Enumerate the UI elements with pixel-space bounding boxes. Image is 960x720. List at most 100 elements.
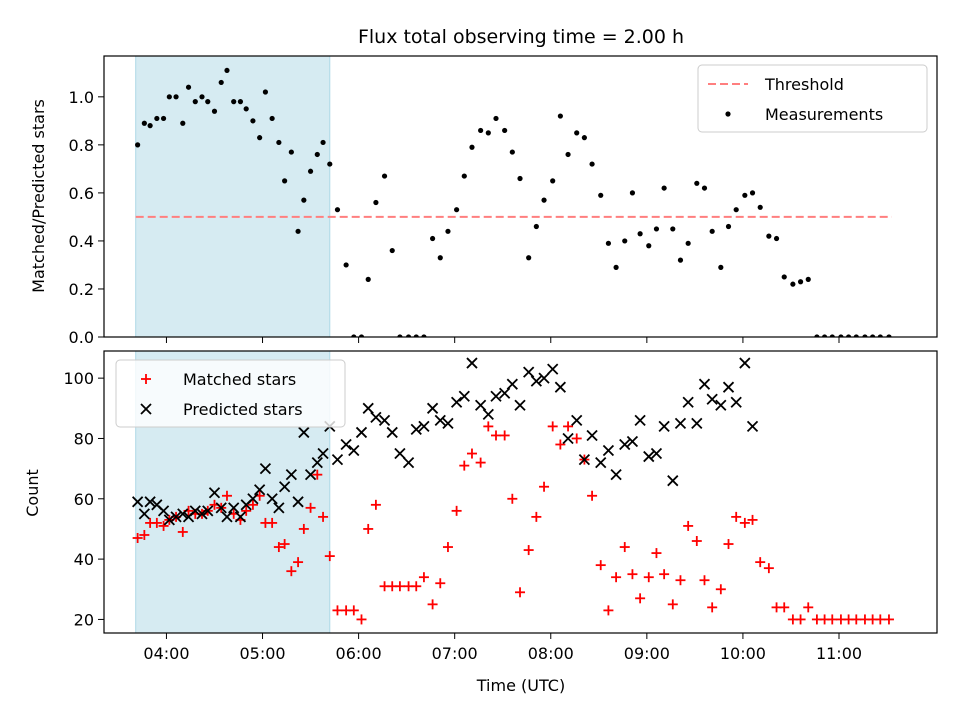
predicted-star-point-b xyxy=(530,375,542,387)
matched-star-point xyxy=(691,536,702,547)
matched-star-point xyxy=(286,566,297,577)
measurement-point xyxy=(358,334,365,337)
matched-star-point xyxy=(411,581,422,592)
measurement-point xyxy=(694,180,700,186)
measurement-point xyxy=(307,168,314,174)
predicted-star-point xyxy=(554,381,567,393)
predicted-star-point xyxy=(610,469,622,481)
measurement-point xyxy=(237,99,244,105)
predicted-star-point-b xyxy=(304,469,317,481)
predicted-star-point-b xyxy=(586,429,598,442)
predicted-star-point-b xyxy=(266,493,278,505)
predicted-star-point xyxy=(674,417,687,430)
x-tick-label: 06:00 xyxy=(336,644,382,663)
predicted-star-point xyxy=(131,496,144,508)
bottom-y-tick-label: 40 xyxy=(74,550,94,569)
measurement-point xyxy=(160,115,167,122)
predicted-star-point-b xyxy=(490,390,502,402)
predicted-star-point-b xyxy=(650,447,663,460)
predicted-star-point xyxy=(499,387,511,399)
measurement-point xyxy=(320,139,326,146)
predicted-star-point-b xyxy=(131,496,144,508)
matched-star-point xyxy=(491,430,501,441)
legend-measurements-swatch xyxy=(725,111,731,117)
predicted-star-point-b xyxy=(215,502,227,514)
predicted-star-point-b xyxy=(340,438,352,451)
matched-star-point xyxy=(683,520,694,531)
matched-star-point xyxy=(293,557,304,568)
predicted-star-point xyxy=(571,414,583,427)
predicted-star-point xyxy=(266,493,278,505)
measurement-point xyxy=(533,223,539,230)
measurement-point xyxy=(526,255,532,261)
predicted-star-point xyxy=(426,402,439,414)
predicted-star-point xyxy=(317,447,329,460)
predicted-star-point xyxy=(547,363,559,375)
measurement-point xyxy=(192,99,198,105)
predicted-star-point-b xyxy=(163,514,175,526)
measurement-point xyxy=(154,115,160,122)
predicted-star-point xyxy=(626,435,639,448)
predicted-star-point-b xyxy=(298,426,310,439)
predicted-star-point xyxy=(208,487,221,499)
measurement-point xyxy=(661,185,667,191)
matched-star-point xyxy=(363,523,374,534)
measurement-point xyxy=(805,276,811,282)
matched-star-point xyxy=(547,421,558,432)
predicted-star-point xyxy=(386,426,398,439)
matched-star-point xyxy=(279,539,290,550)
matched-star-point xyxy=(318,511,329,522)
predicted-star-point xyxy=(304,469,317,481)
matched-star-point xyxy=(348,605,359,616)
chart-title: Flux total observing time = 2.00 h xyxy=(358,26,684,48)
matched-star-point xyxy=(635,593,646,604)
matched-star-point xyxy=(803,602,814,613)
predicted-star-point-b xyxy=(254,484,266,496)
matched-star-point xyxy=(451,505,462,516)
matched-star-point xyxy=(875,614,886,625)
measurement-point xyxy=(224,67,230,74)
matched-star-point xyxy=(332,605,343,616)
measurement-point xyxy=(814,334,820,337)
x-tick-label: 10:00 xyxy=(720,644,766,663)
measurement-point xyxy=(829,334,835,337)
measurement-point xyxy=(334,207,341,213)
predicted-star-point xyxy=(578,453,591,466)
matched-star-point xyxy=(763,563,774,574)
measurement-point xyxy=(622,238,628,244)
predicted-star-point xyxy=(285,469,297,481)
matched-star-point xyxy=(739,517,750,528)
measurement-point xyxy=(166,94,172,100)
predicted-star-point-b xyxy=(667,475,679,487)
predicted-star-point xyxy=(474,399,487,411)
measurement-point xyxy=(797,279,804,285)
bottom-y-tick-label: 60 xyxy=(74,490,94,509)
measurement-point xyxy=(250,118,256,124)
matched-star-point xyxy=(483,421,494,432)
predicted-star-point-b xyxy=(189,505,201,517)
measurement-point xyxy=(205,99,211,105)
predicted-star-point xyxy=(643,450,655,463)
measurement-point xyxy=(478,127,484,134)
legend-threshold-label: Threshold xyxy=(764,75,844,94)
predicted-star-point xyxy=(221,511,233,523)
predicted-star-point xyxy=(189,505,201,517)
predicted-star-point xyxy=(196,508,208,520)
measurement-point xyxy=(413,334,419,337)
measurement-point xyxy=(790,281,796,287)
matched-star-point xyxy=(555,439,566,450)
measurement-point xyxy=(485,130,491,136)
top-y-tick-label: 0.6 xyxy=(69,184,94,203)
matched-star-point xyxy=(499,430,510,441)
measurement-point xyxy=(262,89,269,95)
measurement-point xyxy=(574,130,580,136)
matched-star-point xyxy=(177,526,188,537)
predicted-star-point xyxy=(348,444,360,457)
predicted-star-point-b xyxy=(331,453,344,466)
predicted-star-point-b xyxy=(311,456,323,469)
measurement-point xyxy=(351,334,357,337)
matched-star-point xyxy=(795,614,806,625)
measurement-point xyxy=(365,276,371,282)
predicted-star-point-b xyxy=(722,381,735,393)
predicted-star-point xyxy=(177,508,189,520)
